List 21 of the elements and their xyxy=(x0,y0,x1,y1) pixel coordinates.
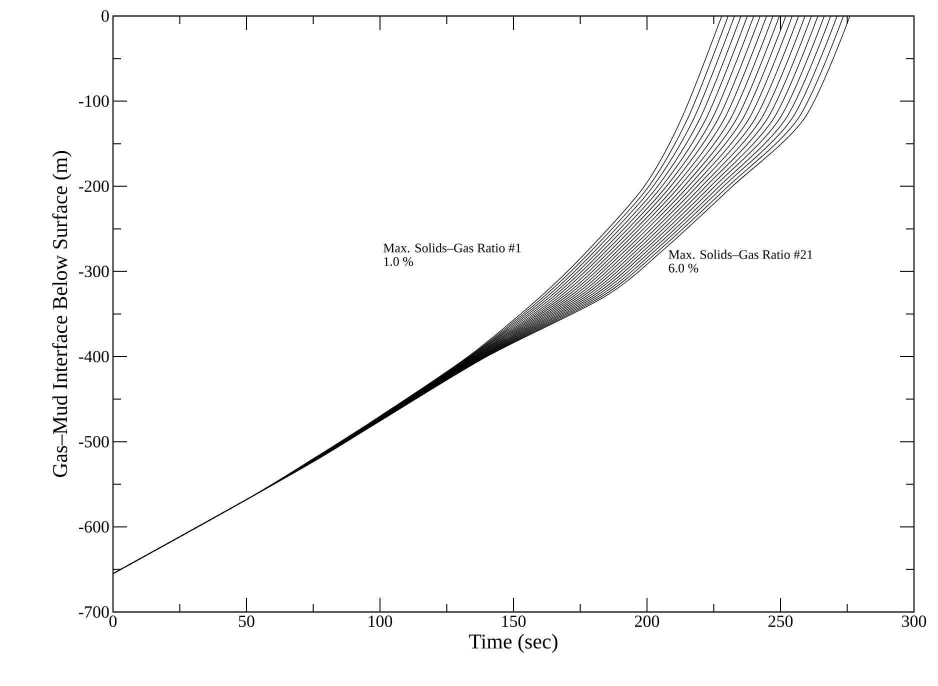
y-tick-label: -100 xyxy=(78,95,109,107)
y-axis-title: Gas–Mud Interface Below Surface (m) xyxy=(52,151,72,477)
x-tick-label: 50 xyxy=(238,616,254,627)
x-tick-label: 150 xyxy=(502,616,526,627)
annotation: Max. Solids–Gas Ratio #21 xyxy=(668,250,812,259)
annotation: 1.0 % xyxy=(384,257,414,266)
y-tick-label: -700 xyxy=(78,606,109,618)
x-axis-title: Time (sec) xyxy=(469,634,558,653)
y-tick-label: -200 xyxy=(78,180,109,192)
x-tick-label: 250 xyxy=(768,616,793,627)
annotation: 6.0 % xyxy=(668,264,698,273)
x-tick-label: 200 xyxy=(635,616,660,627)
y-tick-label: 0 xyxy=(102,10,109,22)
annotation: Max. Solids–Gas Ratio #1 xyxy=(384,243,521,252)
x-tick-label: 0 xyxy=(109,616,117,627)
x-tick-label: 100 xyxy=(368,616,392,627)
y-tick-label: -600 xyxy=(78,521,109,533)
y-tick-label: -500 xyxy=(78,436,109,448)
y-tick-label: -300 xyxy=(78,266,109,278)
x-tick-label: 300 xyxy=(902,616,926,627)
y-tick-label: -400 xyxy=(78,350,109,362)
